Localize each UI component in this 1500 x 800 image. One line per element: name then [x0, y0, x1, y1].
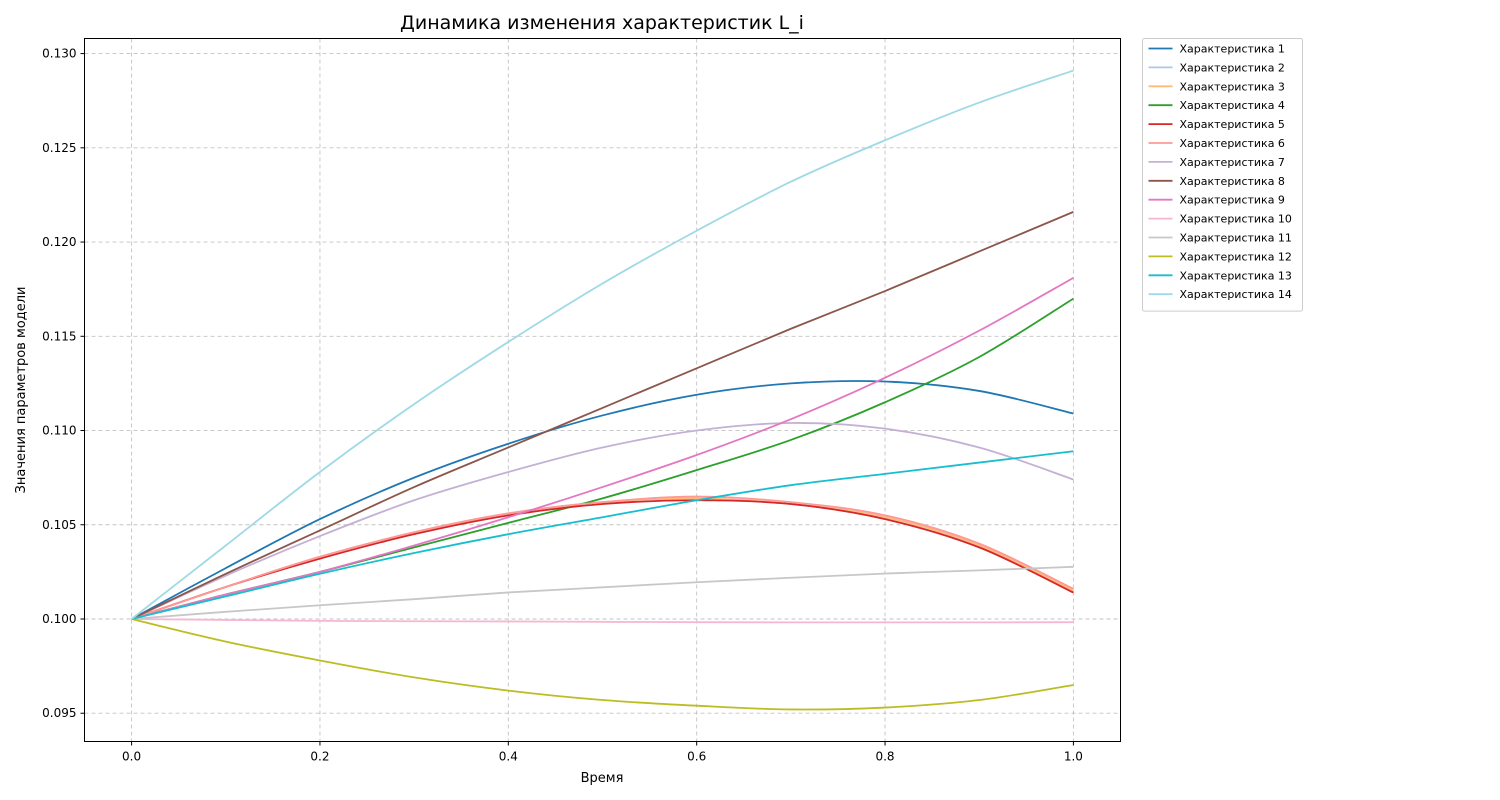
legend-label-6: Характеристика 6	[1180, 137, 1285, 150]
legend-label-12: Характеристика 12	[1180, 250, 1292, 263]
series-line-1	[131, 380, 1074, 620]
x-tick-label: 0.2	[310, 750, 329, 764]
y-axis: 0.095 0.100 0.105 0.110 0.115 0.120 0.125 0.130	[42, 47, 85, 720]
y-tick-label: 0.110	[42, 424, 76, 438]
x-axis: 0.0 0.2 0.4 0.6 0.8 1.0	[122, 741, 1083, 764]
series-line-10	[131, 618, 1074, 624]
x-tick-label: 0.0	[122, 750, 141, 764]
series-line-13	[131, 450, 1074, 620]
y-tick-label: 0.105	[42, 518, 76, 532]
legend-label-9: Характеристика 9	[1180, 194, 1285, 207]
x-tick-label: 1.0	[1064, 750, 1083, 764]
legend: Характеристика 1 Характеристика 2 Характер…	[1142, 38, 1303, 312]
grid	[84, 38, 1121, 742]
legend-label-14: Характеристика 14	[1180, 288, 1292, 301]
series-line-6	[131, 495, 1074, 620]
series-line-8	[131, 211, 1074, 620]
legend-box	[1142, 38, 1303, 312]
legend-label-7: Характеристика 7	[1180, 156, 1285, 169]
legend-label-1: Характеристика 1	[1180, 43, 1285, 56]
y-tick-label: 0.115	[42, 329, 76, 343]
series-line-5	[131, 499, 1074, 620]
legend-label-13: Характеристика 13	[1180, 269, 1292, 282]
legend-label-4: Характеристика 4	[1180, 99, 1285, 112]
x-tick-label: 0.6	[687, 750, 706, 764]
series-line-11	[131, 565, 1074, 620]
y-tick-label: 0.120	[42, 235, 76, 249]
legend-label-11: Характеристика 11	[1180, 232, 1292, 245]
legend-label-8: Характеристика 8	[1180, 175, 1285, 188]
legend-label-10: Характеристика 10	[1180, 213, 1292, 226]
series-line-9	[131, 277, 1074, 620]
y-tick-label: 0.100	[42, 612, 76, 626]
x-axis-title: Время	[581, 771, 624, 786]
y-tick-label: 0.125	[42, 141, 76, 155]
x-tick-label: 0.4	[499, 750, 518, 764]
y-axis-title: Значения параметров модели	[14, 287, 29, 494]
series-line-7	[131, 422, 1074, 620]
y-tick-label: 0.130	[42, 47, 76, 61]
legend-label-3: Характеристика 3	[1180, 80, 1285, 93]
series-line-14	[131, 69, 1074, 620]
legend-label-2: Характеристика 2	[1180, 61, 1285, 74]
chart-title: Динамика изменения характеристик L_i	[400, 12, 804, 34]
y-tick-label: 0.095	[42, 706, 76, 720]
plot-lines	[131, 69, 1074, 711]
series-line-12	[131, 618, 1074, 711]
legend-label-5: Характеристика 5	[1180, 118, 1285, 131]
x-tick-label: 0.8	[875, 750, 894, 764]
plot-frame	[84, 38, 1121, 742]
